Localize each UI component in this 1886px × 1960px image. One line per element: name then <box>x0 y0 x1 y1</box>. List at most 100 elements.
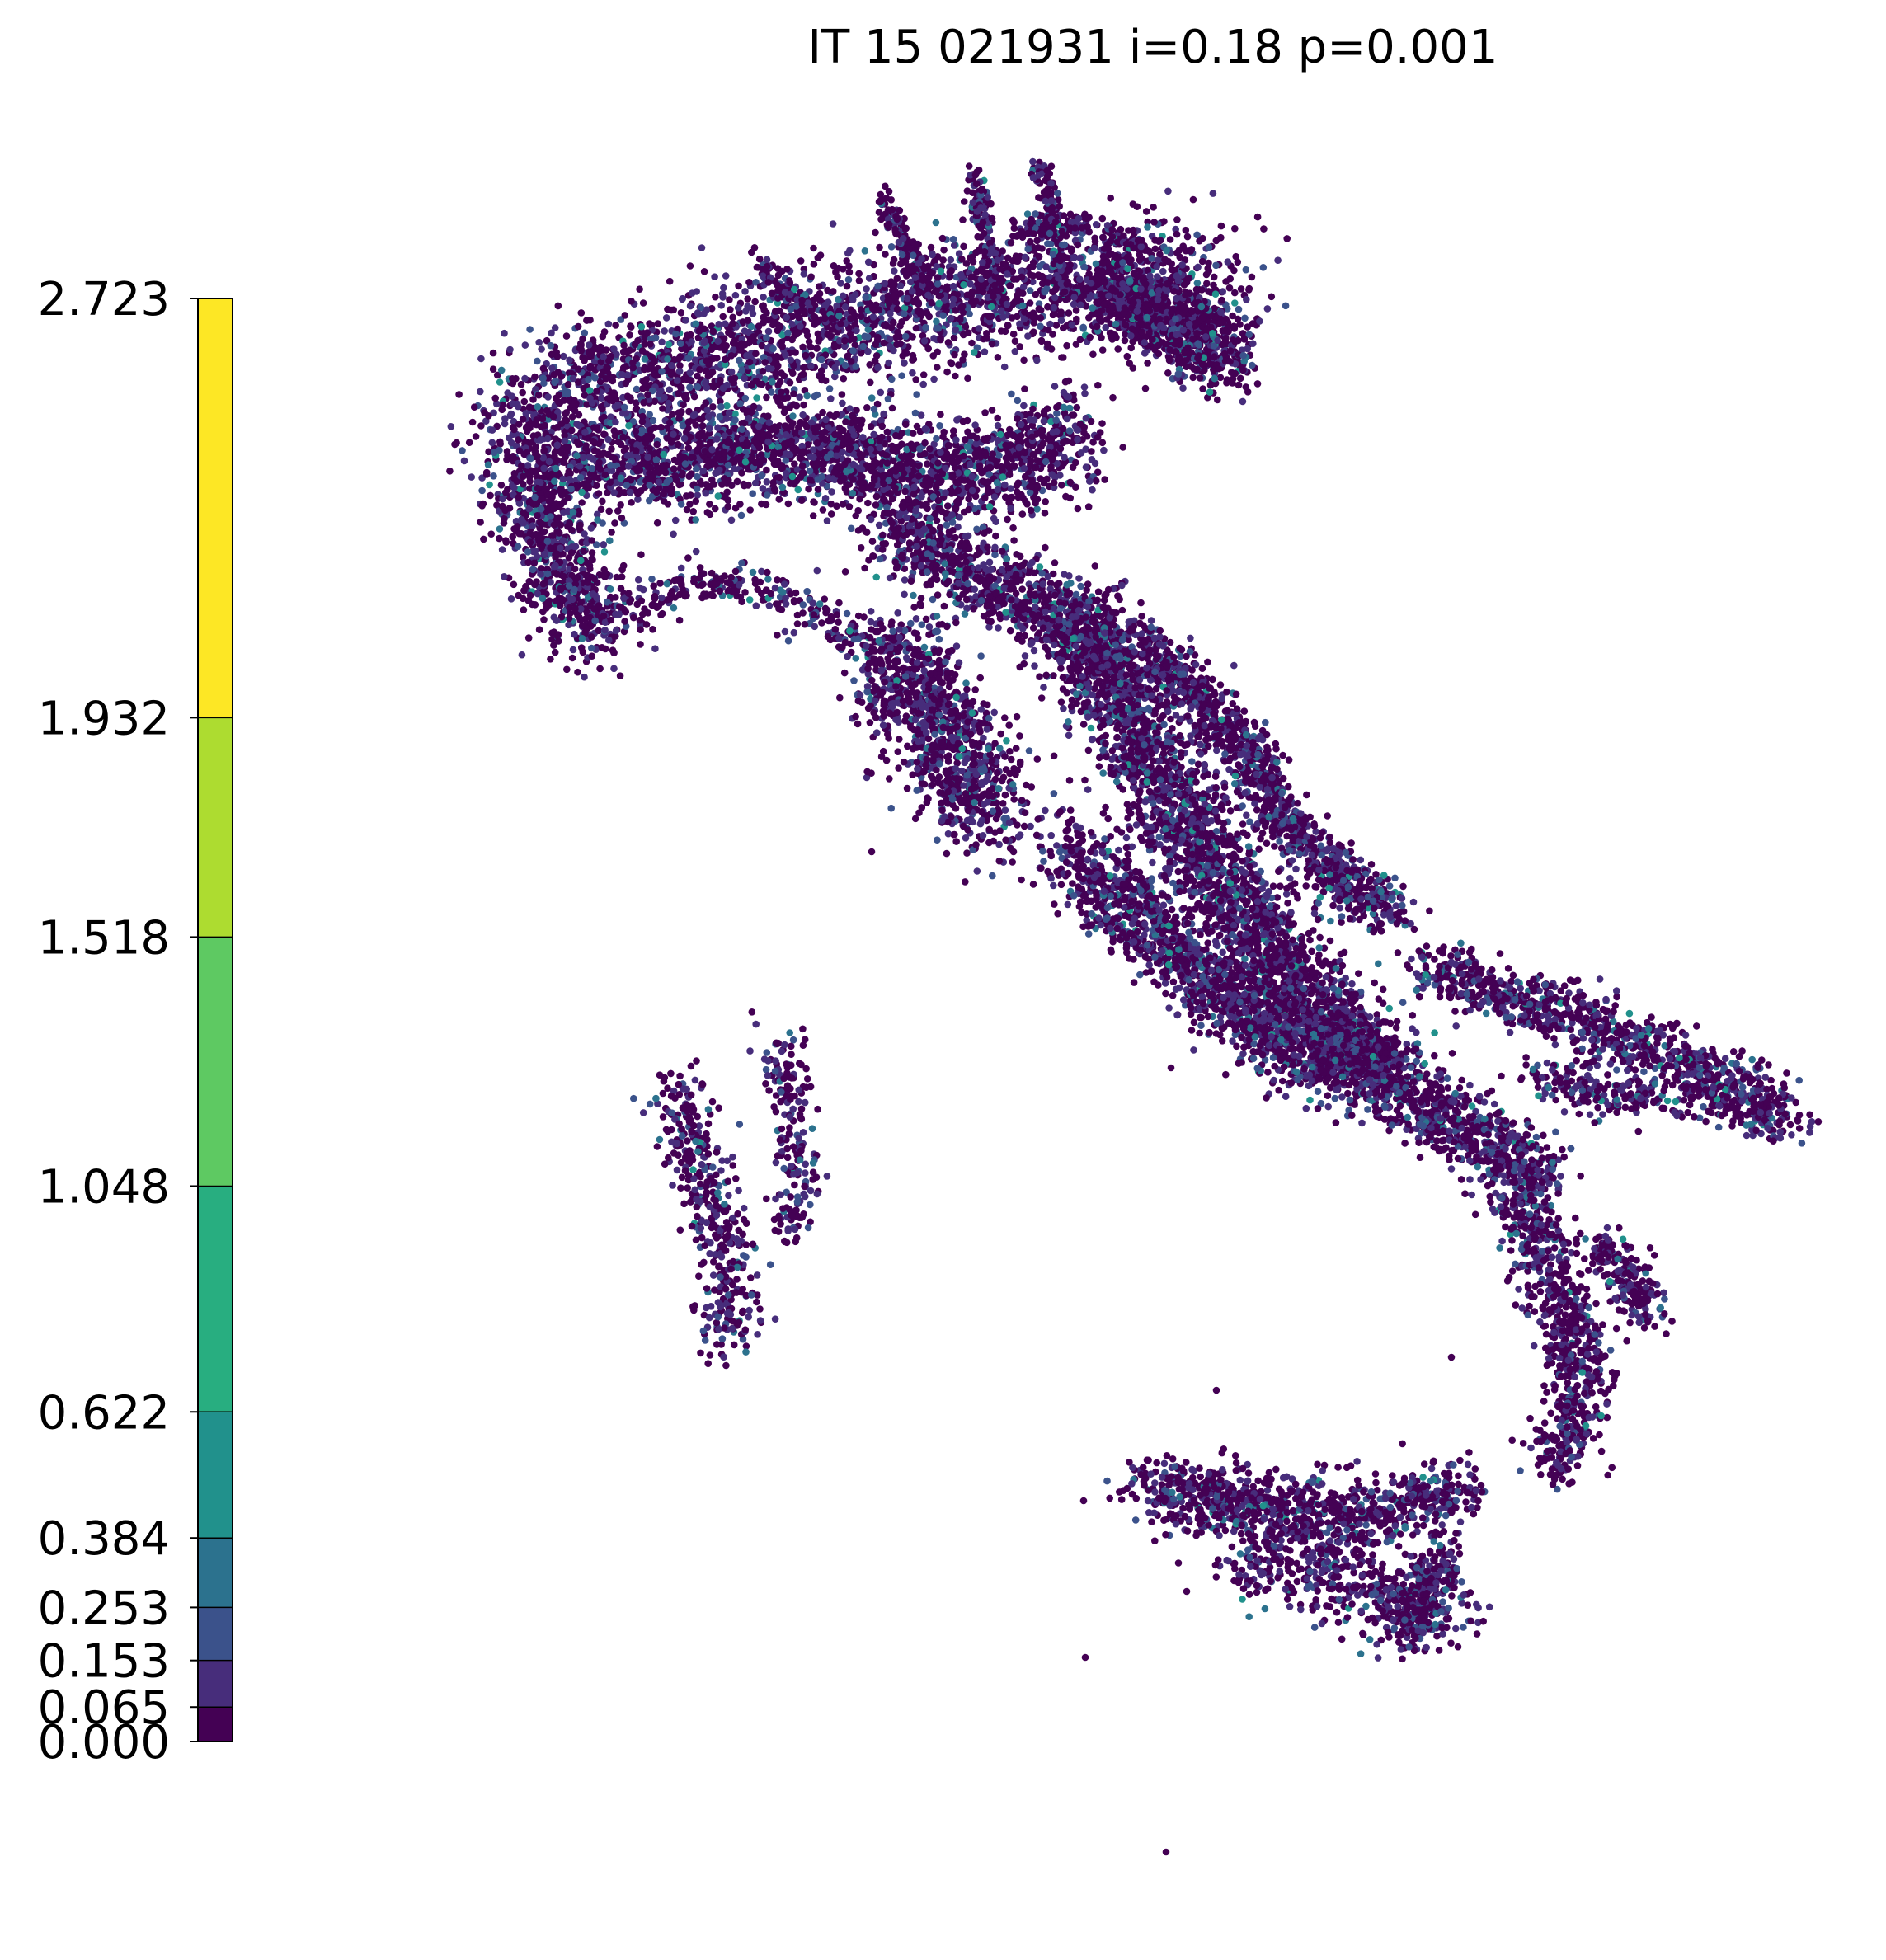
map-point <box>810 261 818 268</box>
map-point <box>478 486 486 495</box>
map-point <box>745 415 753 422</box>
map-point <box>994 354 1002 361</box>
map-point <box>738 425 745 433</box>
map-point <box>1002 261 1009 269</box>
map-point <box>1119 444 1126 451</box>
map-point <box>964 329 972 337</box>
map-point <box>652 372 661 380</box>
map-point <box>876 444 884 452</box>
map-point <box>507 439 515 447</box>
map-point <box>799 411 807 419</box>
map-point <box>690 392 698 401</box>
map-point <box>666 476 673 484</box>
map-point <box>581 329 589 337</box>
map-point <box>1020 315 1028 323</box>
map-point <box>674 440 682 449</box>
map-point <box>1183 233 1192 241</box>
map-point <box>789 412 797 420</box>
map-point <box>792 445 800 453</box>
map-point <box>551 324 559 331</box>
map-point <box>918 492 925 501</box>
map-point <box>787 480 794 487</box>
map-point <box>874 364 882 372</box>
map-point <box>1037 475 1044 482</box>
map-point <box>872 492 881 501</box>
map-point <box>1004 515 1011 524</box>
map-point <box>907 440 915 449</box>
map-point <box>672 472 680 480</box>
map-point <box>880 410 887 418</box>
map-point <box>599 332 607 341</box>
map-point <box>830 262 838 270</box>
colorbar-segment <box>198 1412 233 1539</box>
map-point <box>726 296 733 303</box>
map-point <box>554 369 562 376</box>
map-point <box>670 430 677 438</box>
map-point <box>937 267 945 275</box>
map-point <box>1049 311 1057 319</box>
map-point <box>755 442 763 450</box>
map-point <box>927 243 935 251</box>
map-point <box>748 455 755 463</box>
map-point <box>861 332 868 341</box>
map-point <box>891 267 898 275</box>
map-point <box>1103 243 1112 251</box>
map-point <box>862 294 869 301</box>
map-point <box>1151 245 1159 253</box>
map-point <box>1086 477 1094 485</box>
map-point <box>882 452 891 459</box>
map-point <box>1006 282 1014 289</box>
map-point <box>880 480 887 488</box>
map-point <box>923 309 931 317</box>
map-point <box>953 500 962 507</box>
map-point <box>583 317 590 324</box>
map-point <box>753 394 760 402</box>
map-point <box>704 413 713 421</box>
map-point <box>1014 397 1022 405</box>
map-point <box>729 339 737 347</box>
map-point <box>883 428 891 436</box>
map-point <box>1168 260 1175 268</box>
map-point <box>670 465 678 472</box>
map-point <box>819 466 827 473</box>
map-point <box>911 409 919 417</box>
map-point <box>950 452 957 459</box>
colorbar-tick-label: 0.000 <box>38 1716 170 1770</box>
map-point <box>755 422 763 430</box>
map-point <box>652 456 661 463</box>
map-point <box>745 481 752 489</box>
map-point <box>909 356 916 364</box>
map-point <box>1001 481 1009 489</box>
map-point <box>985 503 994 510</box>
map-point <box>1180 281 1188 289</box>
map-point <box>1004 270 1011 278</box>
map-point <box>714 450 722 458</box>
map-point <box>1234 258 1242 266</box>
colorbar-tick-label: 1.048 <box>38 1160 170 1214</box>
map-point <box>901 332 910 341</box>
map-point <box>1017 421 1025 429</box>
map-point <box>1260 225 1268 233</box>
map-point <box>744 295 751 303</box>
map-point <box>657 423 665 431</box>
map-point <box>967 280 974 288</box>
map-point <box>849 308 857 317</box>
map-point <box>694 309 702 317</box>
map-point <box>510 425 518 434</box>
map-point <box>1008 314 1016 322</box>
map-point <box>745 358 754 366</box>
map-point <box>769 318 777 327</box>
map-point <box>847 358 855 365</box>
map-point <box>633 385 641 393</box>
map-point <box>813 345 821 352</box>
map-point <box>814 476 821 483</box>
map-point <box>675 389 683 397</box>
map-point <box>1043 475 1051 483</box>
map-point <box>940 246 948 254</box>
map-point <box>554 302 562 310</box>
map-point <box>955 361 962 369</box>
map-point <box>733 454 741 463</box>
map-point <box>633 355 640 363</box>
map-point <box>1150 219 1158 226</box>
map-point <box>778 388 785 397</box>
